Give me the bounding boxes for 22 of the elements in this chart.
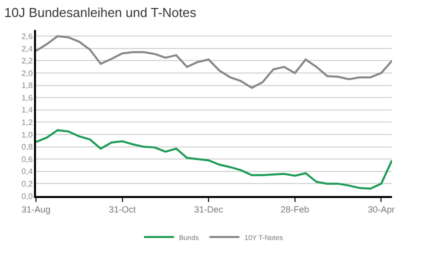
y-tick-label: 2,6 bbox=[22, 32, 34, 41]
line-series bbox=[36, 35, 392, 89]
x-tick-label: 31-Aug bbox=[21, 204, 51, 215]
y-tick-label: 1,2 bbox=[22, 118, 34, 128]
x-tick-label: 30-Apr bbox=[368, 204, 395, 215]
y-tick-label: 0,4 bbox=[22, 167, 34, 176]
y-tick-label: 2,4 bbox=[22, 44, 34, 54]
chart-title: 10J Bundesanleihen und T-Notes bbox=[4, 5, 197, 20]
x-tick-label: 28-Feb bbox=[280, 204, 310, 215]
y-tick-label: 2,2 bbox=[22, 56, 34, 66]
line-series bbox=[36, 129, 392, 190]
y-tick-label: 1,0 bbox=[22, 130, 34, 140]
y-tick-label: 1,6 bbox=[22, 93, 34, 102]
y-tick-label: 1,4 bbox=[22, 106, 34, 115]
y-tick-label: 0,2 bbox=[22, 180, 34, 188]
y-tick-label: 2,0 bbox=[22, 68, 34, 78]
x-tick-label: 31-Dec bbox=[194, 204, 224, 215]
x-tick-label: 31-Oct bbox=[108, 204, 136, 215]
y-tick-label: 1,8 bbox=[22, 81, 34, 90]
y-tick-label: 0,8 bbox=[22, 142, 34, 152]
y-tick-label: 0,0 bbox=[22, 192, 34, 201]
y-tick-label: 0,6 bbox=[22, 154, 34, 164]
